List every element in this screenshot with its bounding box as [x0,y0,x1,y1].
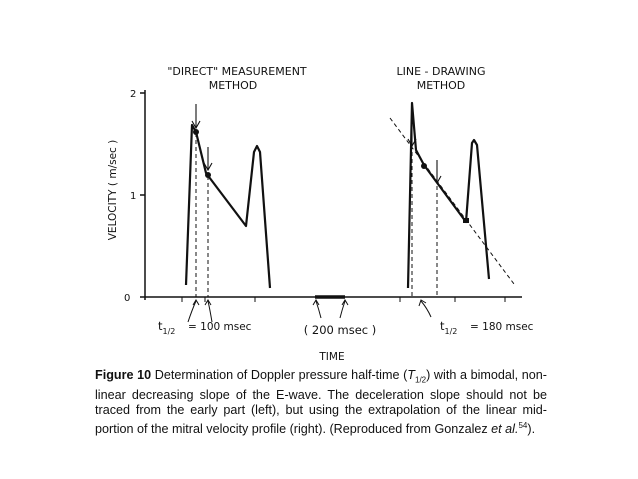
left-peak-dot [193,129,199,135]
caption-text-3: ). [527,422,536,437]
caption-text-1: Determination of Doppler pressure half-t… [151,368,408,382]
x-axis-label: TIME [318,351,344,363]
caption-t-sub: 1/2 [415,375,427,385]
y-tick-label-1: 1 [130,191,136,202]
right-e-wave [406,101,491,289]
right-t-half-label: t1/2 [440,319,457,336]
scale-bar-label: ( 200 msec ) [304,323,376,337]
right-mid-dot [421,163,427,169]
right-panel-title-line1: LINE - DRAWING [397,65,486,78]
y-tick-label-2: 2 [130,89,136,100]
y-axis-label: VELOCITY ( m/sec ) [107,140,119,241]
left-panel-title-line2: METHOD [209,79,258,92]
left-t-half-value: = 100 msec [188,321,252,333]
right-panel-title-line2: METHOD [417,79,466,92]
y-tick-label-0: 0 [124,293,130,304]
left-half-dot [205,172,211,178]
caption-ref-sup: 54 [518,421,528,431]
left-e-wave [184,123,272,289]
right-t-half-value: = 180 msec [470,321,534,333]
caption-text-2: ) with a bimodal, non-linear decreasing … [95,368,547,437]
caption-et-al: et al. [491,422,519,437]
caption-label: Figure 10 [95,368,152,382]
caption-t-symbol: T [407,368,415,382]
left-t-half-label: t1/2 [158,319,175,336]
figure-caption: Figure 10 Determination of Doppler press… [95,368,547,438]
left-panel-title-line1: "DIRECT" MEASUREMENT [167,65,307,78]
